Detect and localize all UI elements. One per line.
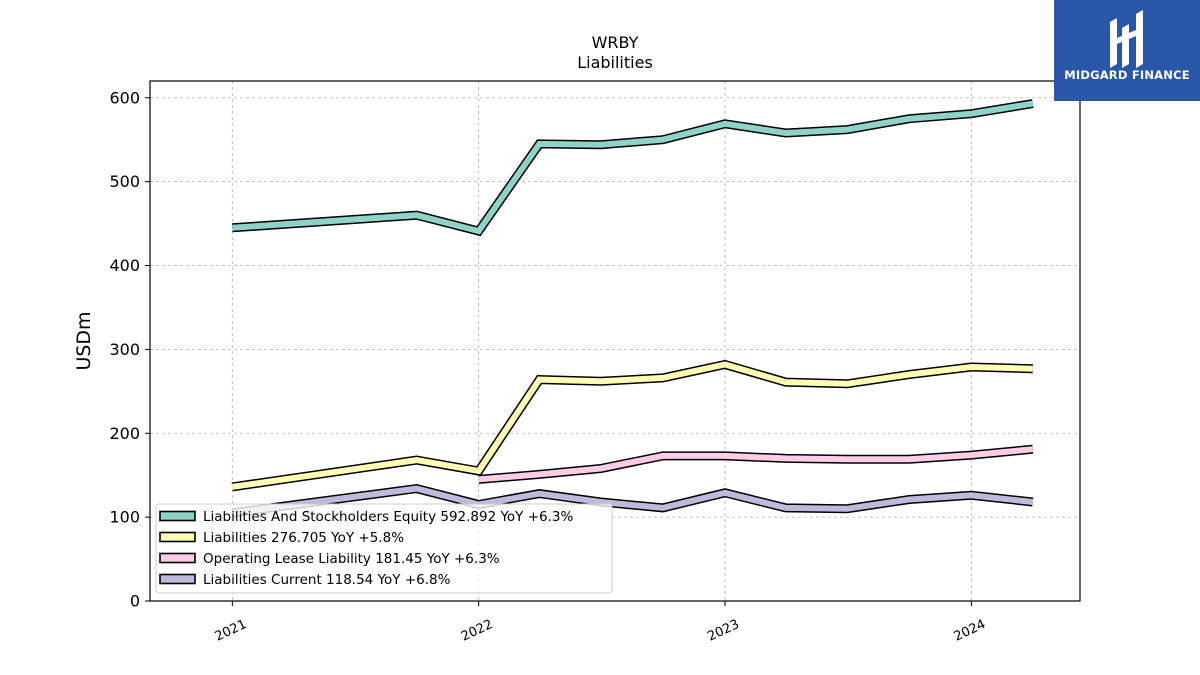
y-axis-label: USDm (73, 311, 95, 370)
legend-item: Liabilities 276.705 YoY +5.8% (159, 530, 404, 546)
series-line (231, 485, 1034, 516)
series-liabilities (231, 359, 1033, 492)
y-tick-label: 500 (109, 172, 140, 191)
series-line (478, 446, 1034, 483)
legend-label: Liabilities Current 118.54 YoY +6.8% (203, 572, 451, 588)
legend: Liabilities And Stockholders Equity 592.… (155, 503, 613, 594)
series-liabilities-and-stockholders-equity (231, 99, 1034, 237)
y-tick-label: 200 (109, 424, 140, 443)
series-line (231, 361, 1033, 490)
x-tick-label: 2022 (459, 617, 495, 645)
x-tick-label: 2023 (705, 617, 741, 645)
y-tick-label: 100 (109, 508, 140, 527)
legend-label: Liabilities 276.705 YoY +5.8% (203, 530, 404, 546)
logo-mark-icon (1110, 10, 1143, 68)
legend-item: Liabilities Current 118.54 YoY +6.8% (159, 572, 451, 588)
chart-title: WRBY (592, 33, 639, 52)
legend-swatch (159, 552, 196, 564)
legend-item: Liabilities And Stockholders Equity 592.… (159, 509, 573, 525)
legend-swatch (159, 573, 196, 585)
x-tick-label: 2021 (213, 617, 249, 645)
legend-item: Operating Lease Liability 181.45 YoY +6.… (159, 551, 500, 567)
legend-label: Liabilities And Stockholders Equity 592.… (203, 509, 573, 525)
series-lines (231, 99, 1034, 518)
y-tick-label: 400 (109, 256, 140, 275)
x-tick-label: 2024 (952, 617, 988, 645)
midgard-finance-logo: MIDGARD FINANCE (1054, 0, 1200, 101)
legend-swatch (159, 510, 196, 522)
axes: 0 100 200 300 400 500 600 2021 2022 2023 2024 (109, 88, 988, 644)
y-tick-label: 600 (109, 88, 140, 107)
series-line-outline (231, 99, 1034, 237)
logo-text: MIDGARD FINANCE (1064, 68, 1190, 82)
plot-frame (149, 80, 1081, 602)
series-operating-lease-liability (478, 444, 1034, 484)
legend-box (155, 503, 613, 594)
legend-label: Operating Lease Liability 181.45 YoY +6.… (203, 551, 500, 567)
series-line (232, 100, 1034, 235)
chart-subtitle: Liabilities (577, 53, 653, 72)
y-tick-label: 300 (109, 340, 140, 359)
y-tick-label: 0 (130, 592, 140, 611)
series-liabilities-current (231, 484, 1034, 518)
legend-swatch (159, 531, 196, 543)
